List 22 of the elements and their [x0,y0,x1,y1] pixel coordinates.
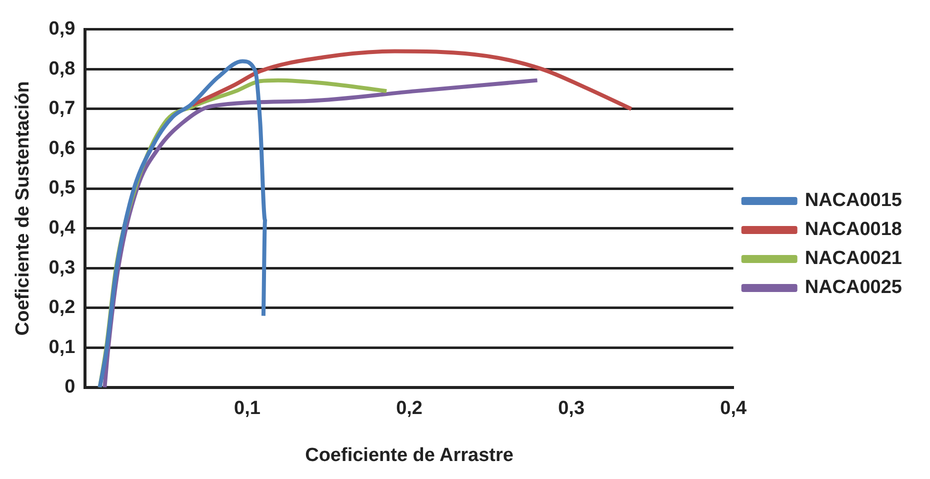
x-tick-label: 0,2 [396,398,422,420]
y-axis-title: Coeficiente de Sustentación [12,81,34,336]
line-series [98,59,268,388]
y-tick-label: 0,1 [48,336,76,358]
legend-label: NACA0021 [804,248,902,270]
x-axis-title: Coeficiente de Arrastre [305,444,514,466]
legend-label: NACA0025 [804,277,902,298]
x-tick-label: 0,1 [234,398,261,420]
y-tick-label: 0 [64,376,76,398]
y-tick-label: 0,3 [48,257,76,278]
y-tick-label: 0,8 [48,58,76,80]
line-series [190,49,634,111]
y-tick-label: 0,7 [48,98,76,120]
x-tick-label: 0,4 [720,398,747,420]
y-tick-label: 0,5 [48,178,76,199]
legend-label: NACA0015 [804,190,902,212]
y-tick-label: 0,9 [48,18,76,40]
y-tick-label: 0,4 [48,218,76,239]
y-tick-label: 0,6 [48,138,76,159]
legend-label: NACA0018 [804,219,902,240]
x-tick-label: 0,3 [558,398,585,420]
y-tick-label: 0,2 [48,297,76,318]
